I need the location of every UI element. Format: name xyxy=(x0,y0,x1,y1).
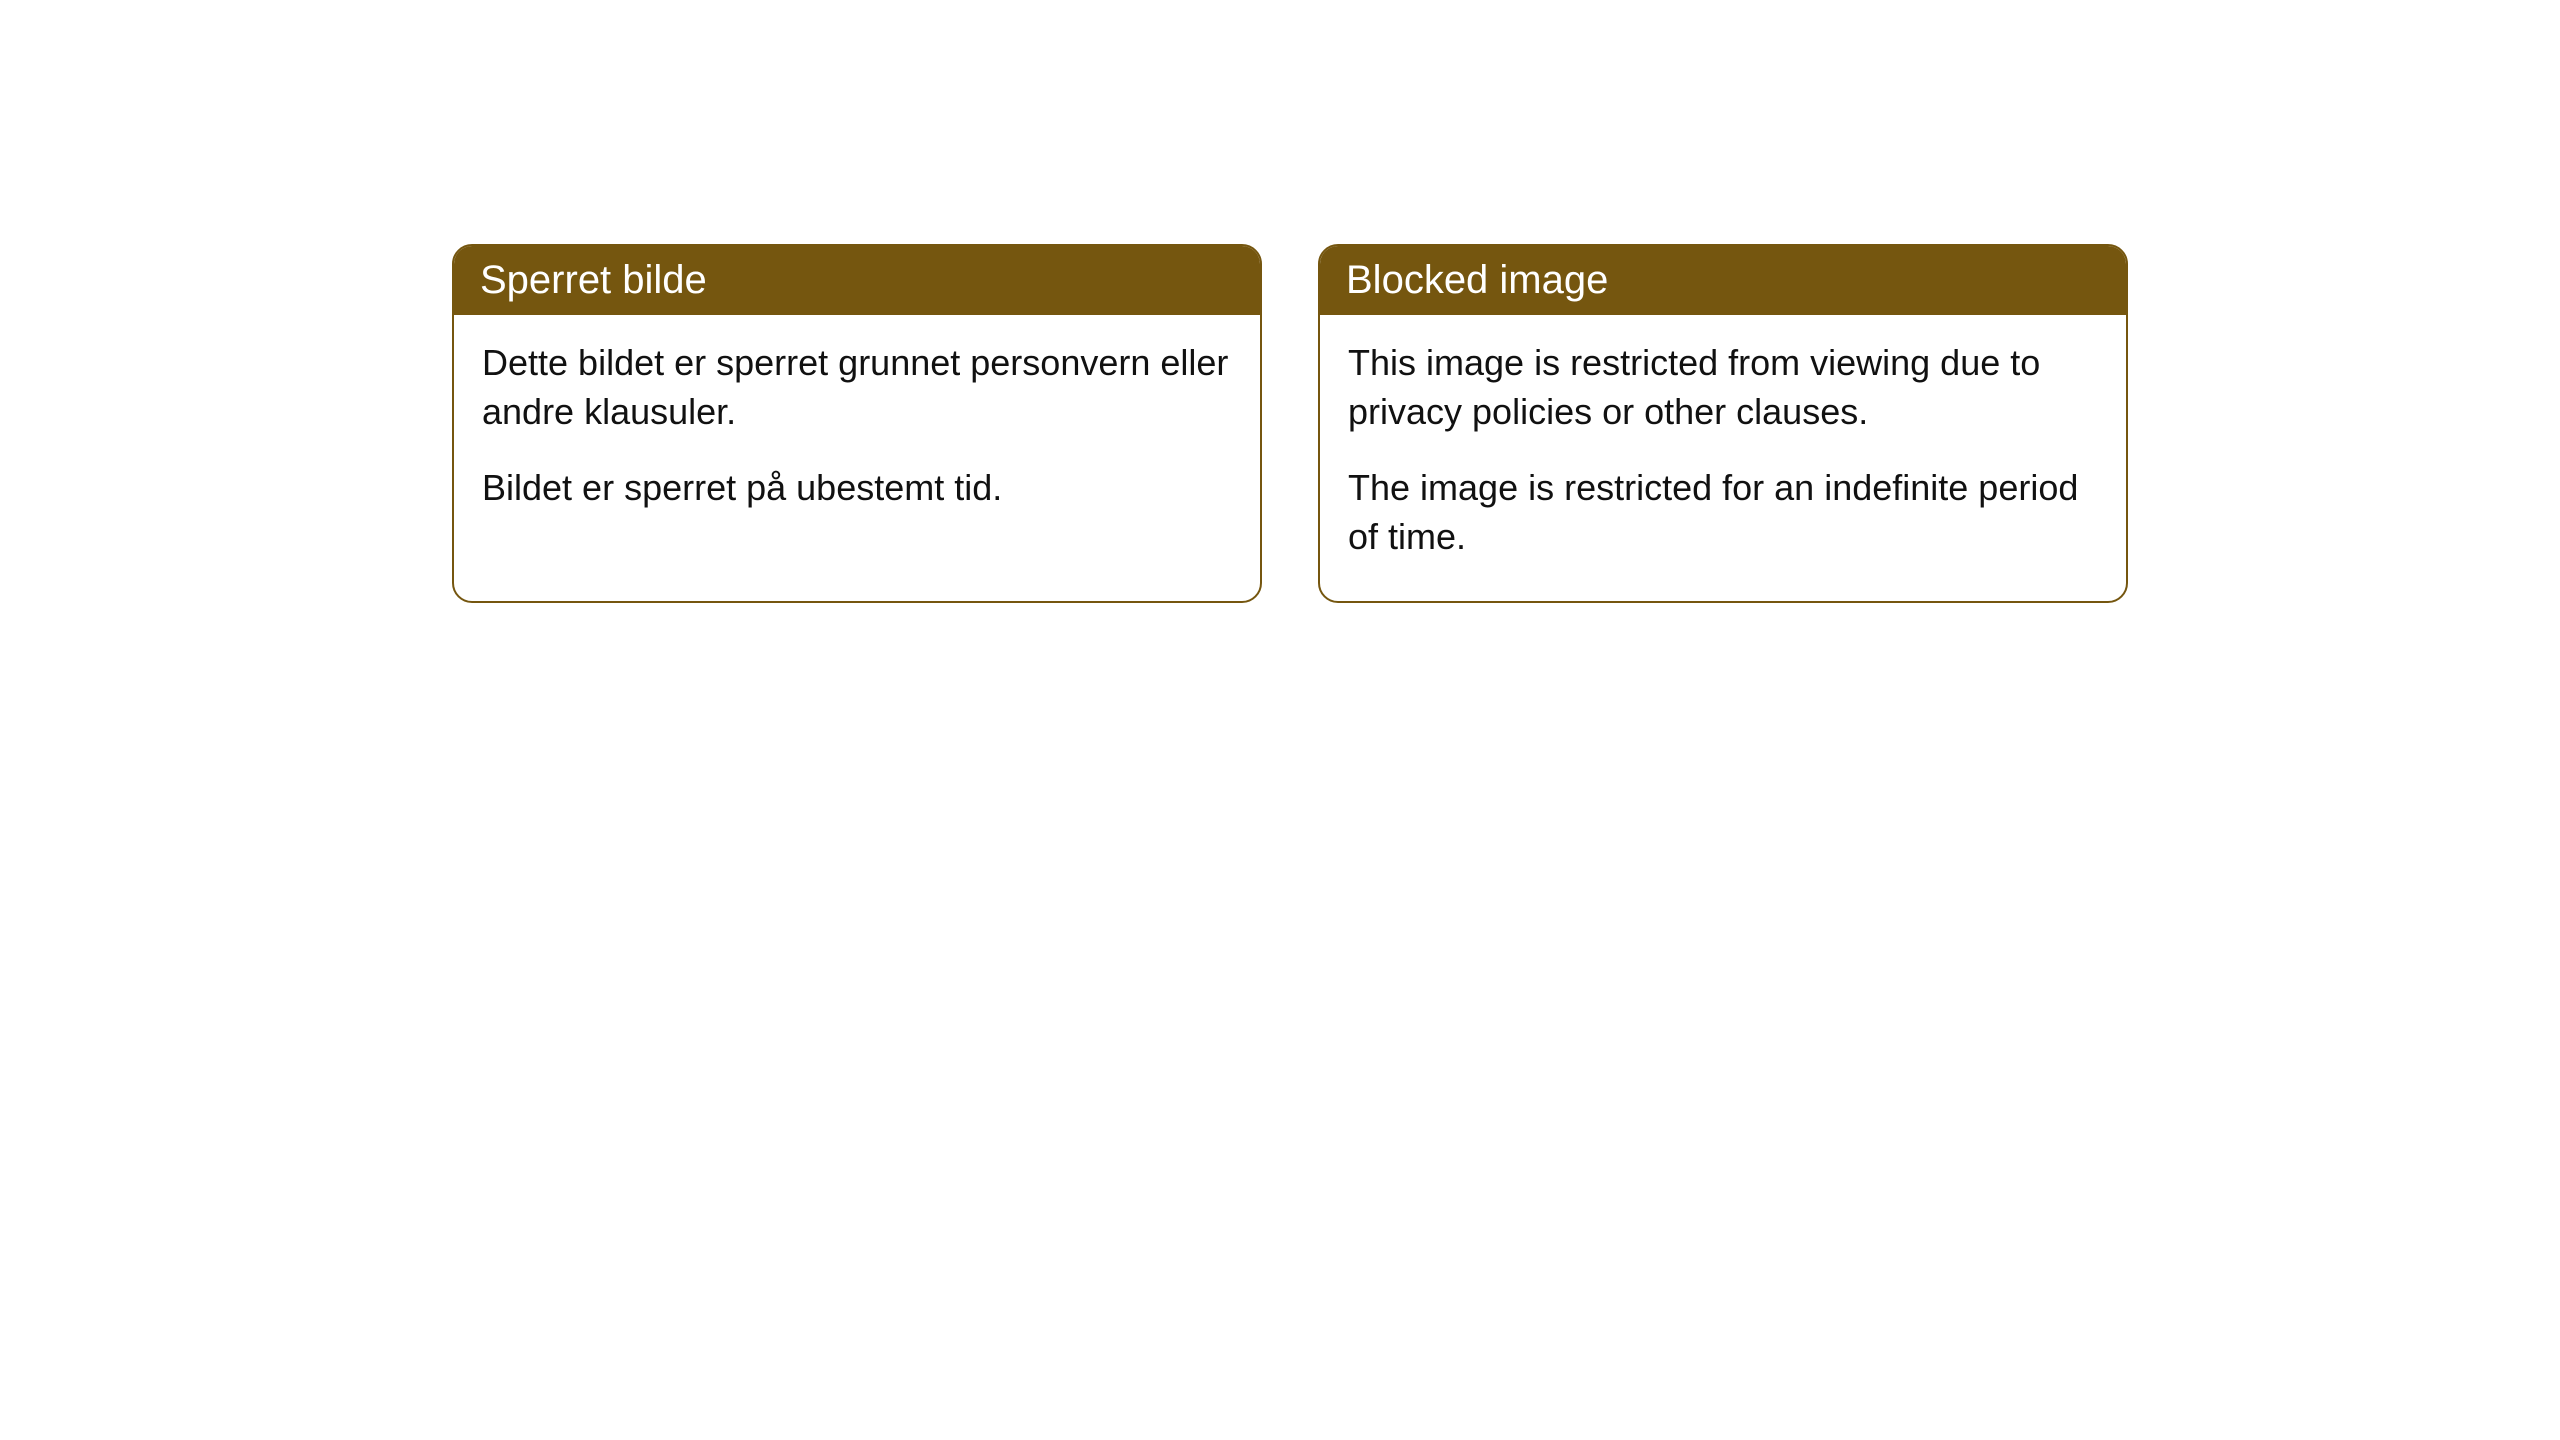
notice-body: This image is restricted from viewing du… xyxy=(1320,315,2126,601)
notice-paragraph: Bildet er sperret på ubestemt tid. xyxy=(482,464,1232,513)
notice-header: Blocked image xyxy=(1320,246,2126,315)
notice-header: Sperret bilde xyxy=(454,246,1260,315)
notice-body: Dette bildet er sperret grunnet personve… xyxy=(454,315,1260,553)
notice-container: Sperret bilde Dette bildet er sperret gr… xyxy=(0,0,2560,603)
notice-paragraph: The image is restricted for an indefinit… xyxy=(1348,464,2098,561)
notice-paragraph: Dette bildet er sperret grunnet personve… xyxy=(482,339,1232,436)
notice-card-english: Blocked image This image is restricted f… xyxy=(1318,244,2128,603)
notice-paragraph: This image is restricted from viewing du… xyxy=(1348,339,2098,436)
notice-card-norwegian: Sperret bilde Dette bildet er sperret gr… xyxy=(452,244,1262,603)
